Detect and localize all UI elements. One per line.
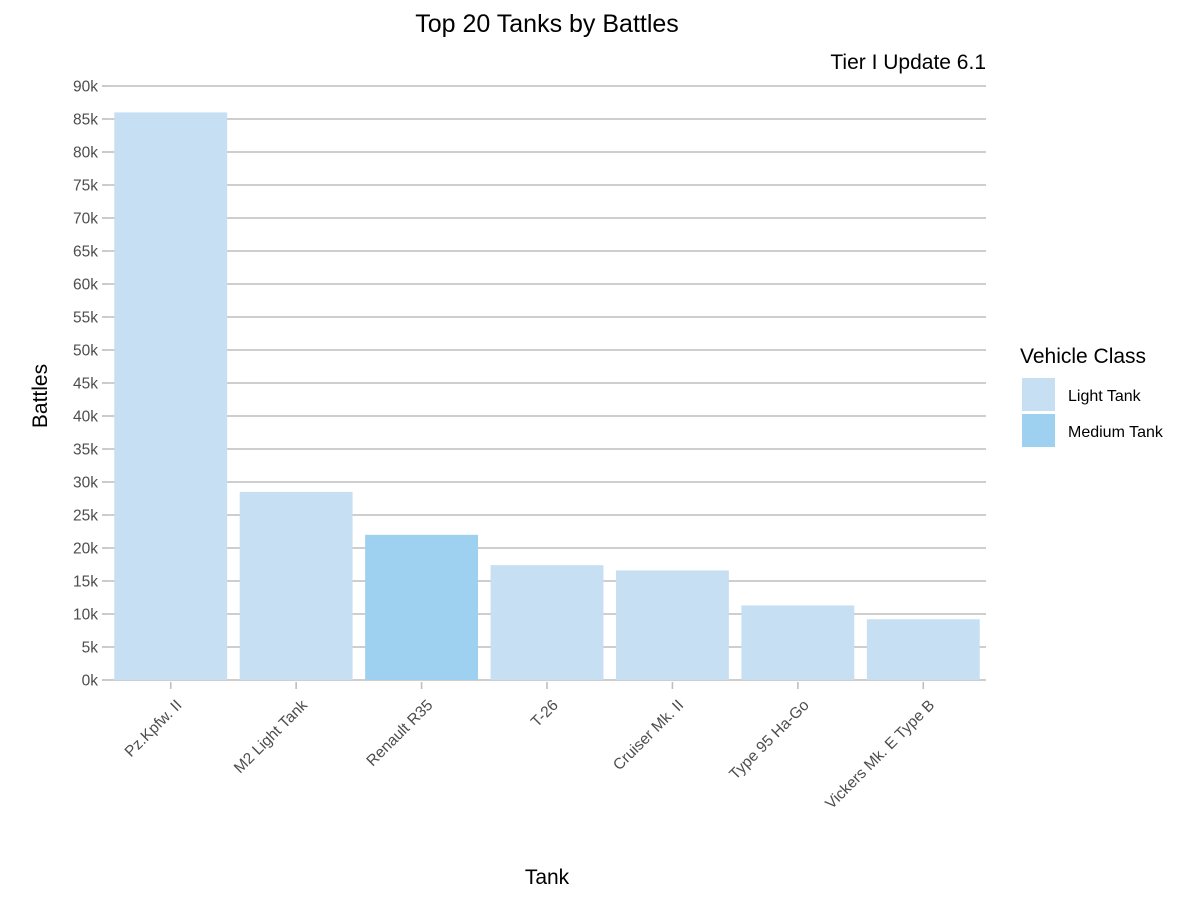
y-tick-label: 65k [73, 244, 98, 261]
y-tick-label: 55k [73, 310, 98, 327]
y-tick-label: 45k [73, 376, 98, 393]
x-axis-ticks: Pz.Kpfw. II M2 Light Tank Renault R35 T-26 C… [122, 682, 938, 813]
bar [490, 565, 604, 680]
bar [114, 112, 228, 680]
legend-label: Light Tank [1068, 388, 1142, 405]
legend-label: Medium Tank [1068, 424, 1164, 441]
x-tick-label: Vickers Mk. E Type B [822, 697, 938, 813]
y-axis-ticks: 0k 5k 10k 15k 20k 25k 30k 35k 40k 45k 50k 55k 60k 65k… [73, 79, 108, 690]
y-tick-label: 50k [73, 343, 98, 360]
legend: Vehicle Class Light Tank Medium Tank [1020, 345, 1164, 447]
y-tick-label: 80k [73, 145, 98, 162]
chart-title: Top 20 Tanks by Battles [415, 10, 679, 38]
x-tick-label: M2 Light Tank [231, 697, 311, 777]
y-tick-label: 35k [73, 442, 98, 459]
y-tick-label: 10k [73, 607, 98, 624]
y-tick-label: 0k [82, 673, 99, 690]
bar [866, 619, 980, 680]
x-tick-label: Type 95 Ha-Go [726, 697, 812, 783]
y-tick-label: 60k [73, 277, 98, 294]
y-tick-label: 20k [73, 541, 98, 558]
y-tick-label: 75k [73, 178, 98, 195]
bar [239, 491, 353, 680]
bars [114, 112, 980, 680]
y-tick-label: 70k [73, 211, 98, 228]
x-tick-label: Pz.Kpfw. II [122, 697, 186, 761]
y-tick-label: 90k [73, 79, 98, 96]
legend-swatch [1022, 378, 1055, 411]
chart-subtitle: Tier I Update 6.1 [830, 51, 986, 74]
x-tick-label: T-26 [528, 697, 562, 731]
legend-title: Vehicle Class [1020, 345, 1146, 368]
y-tick-label: 25k [73, 508, 98, 525]
x-tick-label: Cruiser Mk. II [610, 697, 687, 774]
bar [615, 570, 729, 680]
y-tick-label: 5k [82, 640, 99, 657]
bar [741, 605, 855, 680]
y-tick-label: 30k [73, 475, 98, 492]
y-tick-label: 40k [73, 409, 98, 426]
x-axis-title: Tank [525, 866, 570, 889]
y-axis-title: Battles [29, 364, 52, 428]
y-tick-label: 15k [73, 574, 98, 591]
x-tick-label: Renault R35 [363, 697, 436, 770]
bar [365, 534, 479, 680]
legend-swatch [1022, 414, 1055, 447]
y-tick-label: 85k [73, 112, 98, 129]
